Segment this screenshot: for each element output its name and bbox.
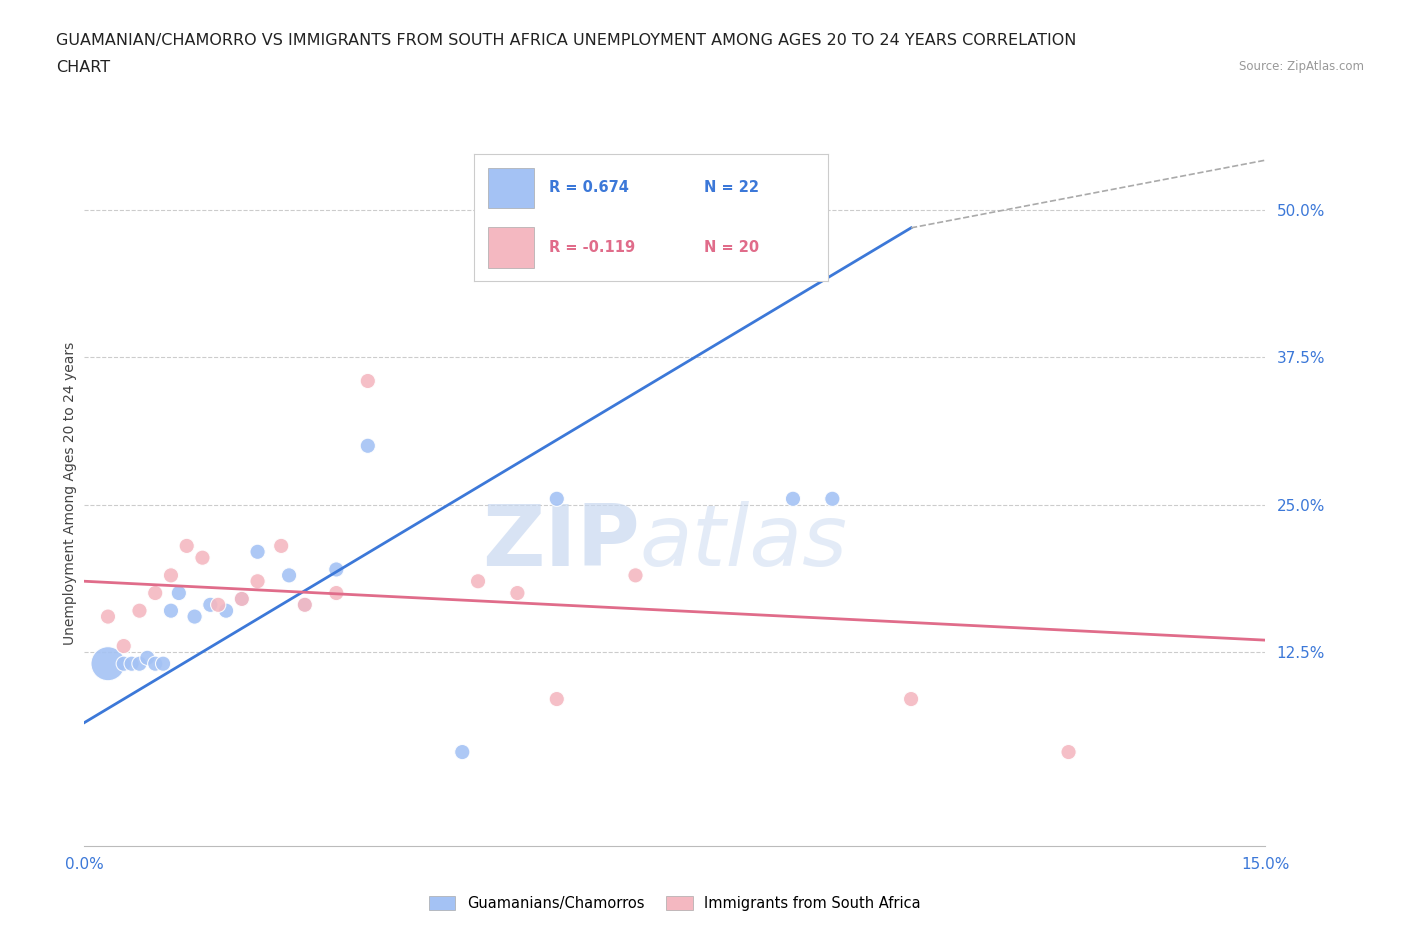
Point bbox=[506, 586, 529, 601]
Point bbox=[467, 574, 489, 589]
Point bbox=[183, 609, 205, 624]
Point bbox=[270, 538, 292, 553]
Point bbox=[231, 591, 253, 606]
Point bbox=[112, 657, 135, 671]
Point bbox=[294, 597, 316, 612]
Point bbox=[112, 639, 135, 654]
Point bbox=[143, 657, 166, 671]
Point bbox=[357, 374, 380, 389]
Text: Source: ZipAtlas.com: Source: ZipAtlas.com bbox=[1239, 60, 1364, 73]
Point bbox=[167, 586, 190, 601]
Point bbox=[152, 657, 174, 671]
Text: GUAMANIAN/CHAMORRO VS IMMIGRANTS FROM SOUTH AFRICA UNEMPLOYMENT AMONG AGES 20 TO: GUAMANIAN/CHAMORRO VS IMMIGRANTS FROM SO… bbox=[56, 33, 1077, 47]
Point bbox=[121, 657, 143, 671]
Point bbox=[1057, 745, 1080, 760]
Y-axis label: Unemployment Among Ages 20 to 24 years: Unemployment Among Ages 20 to 24 years bbox=[63, 341, 77, 644]
Point bbox=[231, 591, 253, 606]
Point bbox=[215, 604, 238, 618]
Point bbox=[128, 657, 150, 671]
Point bbox=[246, 574, 269, 589]
Text: ZIP: ZIP bbox=[482, 501, 640, 584]
Point bbox=[246, 544, 269, 559]
Text: atlas: atlas bbox=[640, 501, 848, 584]
Point bbox=[325, 562, 347, 577]
Point bbox=[143, 586, 166, 601]
Point bbox=[546, 491, 568, 506]
Point bbox=[97, 609, 120, 624]
Point bbox=[97, 657, 120, 671]
Point bbox=[546, 692, 568, 707]
Point bbox=[128, 604, 150, 618]
Text: CHART: CHART bbox=[56, 60, 110, 75]
Point bbox=[160, 604, 183, 618]
Point bbox=[207, 597, 229, 612]
Point bbox=[624, 568, 647, 583]
Point bbox=[176, 538, 198, 553]
Point bbox=[136, 650, 159, 665]
Legend: Guamanians/Chamorros, Immigrants from South Africa: Guamanians/Chamorros, Immigrants from So… bbox=[423, 890, 927, 917]
Point bbox=[160, 568, 183, 583]
Point bbox=[900, 692, 922, 707]
Point bbox=[191, 551, 214, 565]
Point bbox=[821, 491, 844, 506]
Point bbox=[325, 586, 347, 601]
Point bbox=[451, 745, 474, 760]
Point bbox=[294, 597, 316, 612]
Point bbox=[357, 438, 380, 453]
Point bbox=[200, 597, 222, 612]
Point bbox=[782, 491, 804, 506]
Point bbox=[278, 568, 301, 583]
